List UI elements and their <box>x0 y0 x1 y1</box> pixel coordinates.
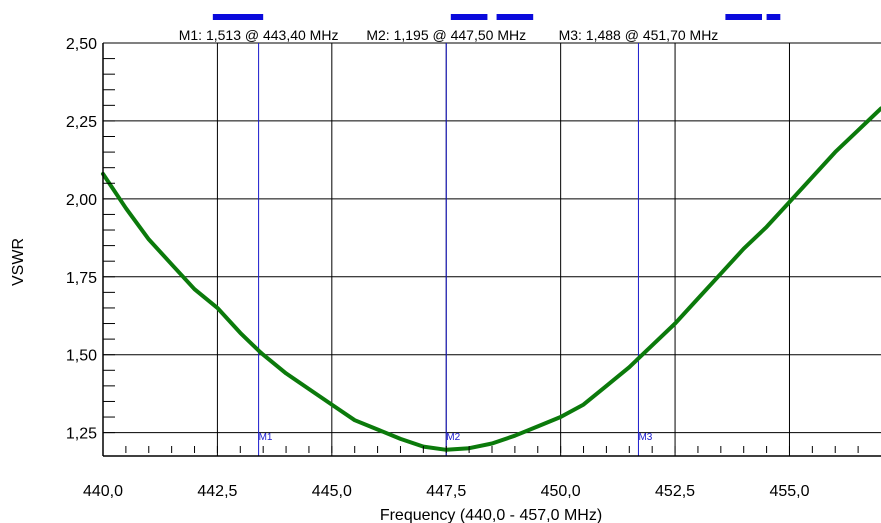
y-axis-label: VSWR <box>10 238 27 286</box>
x-axis-label: Frequency (440,0 - 457,0 MHz) <box>380 507 602 523</box>
marker-lines: M1 M2 M3 <box>258 43 653 456</box>
y-tick-label: 1,25 <box>66 426 97 443</box>
frequency-band-bar <box>725 14 763 20</box>
axis-labels: VSWR Frequency (440,0 - 457,0 MHz) <box>10 238 602 523</box>
y-tick-label: 2,00 <box>66 192 97 209</box>
marker-readout: M3: 1,488 @ 451,70 MHz <box>559 27 719 43</box>
x-tick-label: 440,0 <box>83 483 123 500</box>
marker-readout: M1: 1,513 @ 443,40 MHz <box>179 27 339 43</box>
y-tick-label: 1,50 <box>66 348 97 365</box>
x-tick-label: 450,0 <box>541 483 581 500</box>
axes: 1,25 1,50 1,75 2,00 2,25 2,50 440,0 442,5 445,0 4… <box>66 27 881 500</box>
x-tick-label: 445,0 <box>312 483 352 500</box>
marker-tag: M2 <box>446 432 460 443</box>
frequency-band-bar <box>496 14 534 20</box>
x-tick-label: 455,0 <box>769 483 809 500</box>
marker-readout: M2: 1,195 @ 447,50 MHz <box>366 27 526 43</box>
y-tick-label: 2,50 <box>66 36 97 53</box>
vswr-series-line <box>101 106 881 452</box>
marker-tag: M1 <box>259 432 273 443</box>
x-tick-label: 442,5 <box>197 483 237 500</box>
frequency-band-bar <box>450 14 488 20</box>
frequency-band-bar <box>766 14 781 20</box>
grid <box>102 42 881 456</box>
marker-tag: M3 <box>638 432 652 443</box>
x-tick-label: 452,5 <box>655 483 695 500</box>
y-tick-label: 1,75 <box>66 270 97 287</box>
y-tick-label: 2,25 <box>66 114 97 131</box>
frequency-band-bar <box>212 14 264 20</box>
x-tick-label: 447,5 <box>426 483 466 500</box>
frequency-bands <box>212 14 781 20</box>
